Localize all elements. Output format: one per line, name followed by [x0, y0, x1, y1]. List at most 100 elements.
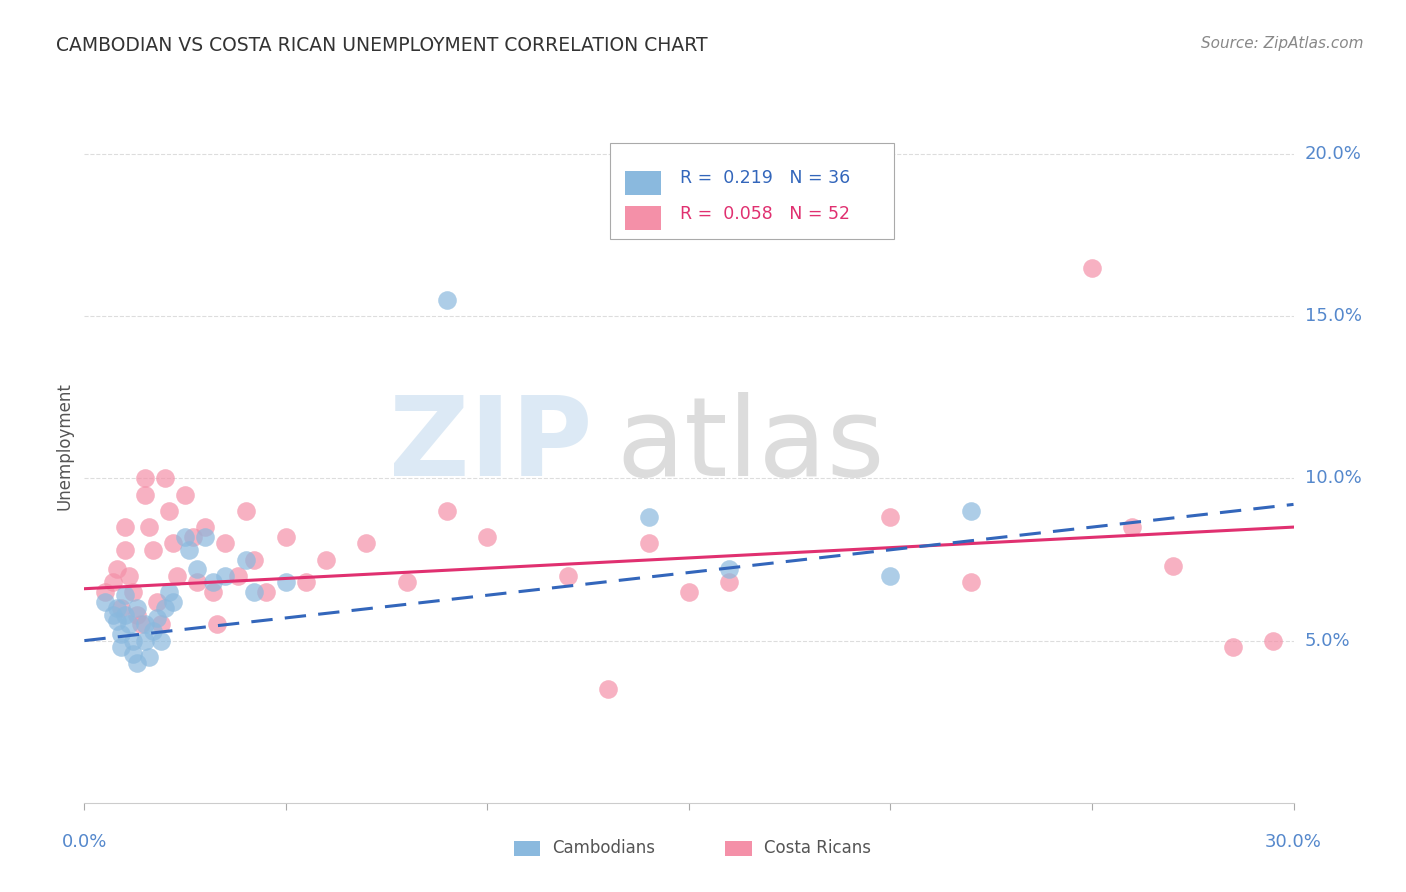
Text: Source: ZipAtlas.com: Source: ZipAtlas.com — [1201, 36, 1364, 51]
Text: 20.0%: 20.0% — [1305, 145, 1361, 163]
Point — [110, 601, 132, 615]
Point — [105, 562, 128, 576]
Point — [134, 471, 156, 485]
Point — [105, 601, 128, 615]
Text: 10.0%: 10.0% — [1305, 469, 1361, 487]
Point — [93, 585, 115, 599]
Point — [121, 633, 143, 648]
Text: R =  0.219   N = 36: R = 0.219 N = 36 — [681, 169, 851, 187]
Point — [960, 504, 983, 518]
Point — [121, 585, 143, 599]
Point — [1222, 640, 1244, 654]
Point — [274, 530, 297, 544]
Text: Costa Ricans: Costa Ricans — [763, 838, 870, 856]
Point — [214, 536, 236, 550]
Point — [157, 504, 180, 518]
Text: R =  0.058   N = 52: R = 0.058 N = 52 — [681, 205, 851, 223]
Point — [153, 471, 176, 485]
Point — [395, 575, 418, 590]
Point — [235, 504, 257, 518]
Point — [110, 640, 132, 654]
Point — [1121, 520, 1143, 534]
Point — [202, 575, 225, 590]
Text: Cambodians: Cambodians — [553, 838, 655, 856]
Point — [718, 575, 741, 590]
Point — [157, 585, 180, 599]
FancyBboxPatch shape — [725, 840, 752, 856]
Point — [149, 617, 172, 632]
Point — [960, 575, 983, 590]
Point — [254, 585, 277, 599]
Point — [194, 530, 217, 544]
Point — [207, 617, 229, 632]
Y-axis label: Unemployment: Unemployment — [55, 382, 73, 510]
Point — [242, 552, 264, 566]
Text: 30.0%: 30.0% — [1265, 833, 1322, 851]
Point — [879, 568, 901, 582]
Point — [134, 633, 156, 648]
Point — [118, 617, 141, 632]
Text: 15.0%: 15.0% — [1305, 307, 1361, 326]
Point — [242, 585, 264, 599]
Point — [637, 536, 659, 550]
Point — [637, 510, 659, 524]
Point — [186, 575, 208, 590]
Point — [436, 504, 458, 518]
Point — [557, 568, 579, 582]
Point — [110, 627, 132, 641]
Text: 0.0%: 0.0% — [62, 833, 107, 851]
Text: atlas: atlas — [616, 392, 884, 500]
Text: CAMBODIAN VS COSTA RICAN UNEMPLOYMENT CORRELATION CHART: CAMBODIAN VS COSTA RICAN UNEMPLOYMENT CO… — [56, 36, 707, 54]
Point — [114, 542, 136, 557]
FancyBboxPatch shape — [513, 840, 540, 856]
Point — [436, 293, 458, 307]
Point — [134, 617, 156, 632]
Point — [235, 552, 257, 566]
Point — [134, 488, 156, 502]
Point — [121, 647, 143, 661]
Point — [879, 510, 901, 524]
Point — [93, 595, 115, 609]
Point — [174, 530, 197, 544]
Point — [146, 595, 169, 609]
Point — [477, 530, 499, 544]
Point — [598, 682, 620, 697]
Point — [101, 575, 124, 590]
Text: ZIP: ZIP — [389, 392, 592, 500]
Point — [146, 611, 169, 625]
Point — [125, 657, 148, 671]
Point — [174, 488, 197, 502]
Point — [274, 575, 297, 590]
Point — [149, 633, 172, 648]
Point — [315, 552, 337, 566]
FancyBboxPatch shape — [624, 206, 661, 230]
Point — [138, 649, 160, 664]
Point — [114, 520, 136, 534]
Point — [799, 195, 821, 210]
Point — [138, 520, 160, 534]
Point — [153, 601, 176, 615]
Point — [186, 562, 208, 576]
Point — [758, 163, 780, 178]
Point — [114, 607, 136, 622]
Point — [202, 585, 225, 599]
Point — [718, 562, 741, 576]
Point — [125, 601, 148, 615]
FancyBboxPatch shape — [610, 143, 894, 239]
Point — [166, 568, 188, 582]
Point — [1081, 260, 1104, 275]
Point — [295, 575, 318, 590]
Point — [194, 520, 217, 534]
Point — [142, 542, 165, 557]
Point — [101, 607, 124, 622]
Text: 5.0%: 5.0% — [1305, 632, 1350, 649]
Point — [678, 585, 700, 599]
Point — [356, 536, 378, 550]
Point — [181, 530, 204, 544]
Point — [118, 568, 141, 582]
FancyBboxPatch shape — [624, 170, 661, 194]
Point — [1263, 633, 1285, 648]
Point — [1161, 559, 1184, 574]
Point — [114, 588, 136, 602]
Point — [162, 536, 184, 550]
